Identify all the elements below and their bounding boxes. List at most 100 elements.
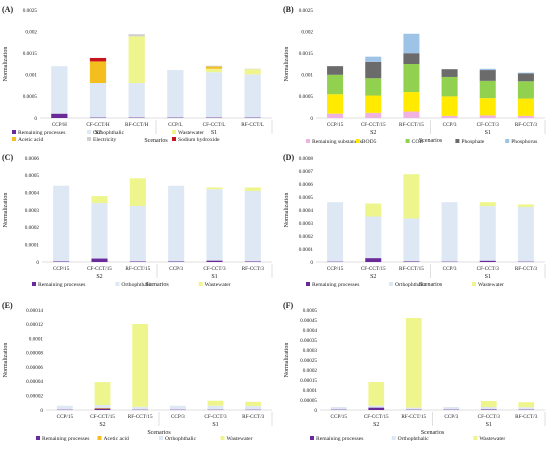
y-tick-label: 0.0002 bbox=[299, 234, 314, 240]
bar-segment bbox=[403, 111, 420, 118]
bar-segment bbox=[53, 185, 70, 262]
bar-segment bbox=[132, 323, 149, 407]
y-tick-label: 0.0003 bbox=[299, 221, 314, 227]
bar-segment bbox=[517, 98, 534, 116]
bar-segment bbox=[245, 401, 262, 407]
bar-segment bbox=[129, 178, 146, 207]
legend-label: Orthophthalic bbox=[165, 436, 197, 442]
legend-swatch bbox=[12, 137, 16, 141]
legend-swatch bbox=[391, 436, 396, 440]
bar-segment bbox=[403, 64, 420, 93]
bar-segment bbox=[129, 206, 146, 262]
x-axis-title: Scenarios bbox=[421, 430, 445, 436]
bar-segment bbox=[405, 407, 422, 410]
legend-label: Remaining processes bbox=[42, 436, 89, 442]
x-tick-label: CCP/3 bbox=[443, 266, 457, 272]
panel-label: (F) bbox=[283, 301, 294, 310]
bar-segment bbox=[479, 260, 496, 262]
bar-segment bbox=[403, 33, 420, 54]
y-tick-label: 0.00005 bbox=[300, 398, 317, 404]
legend-label: Remaining processes bbox=[312, 282, 359, 288]
x-tick-label: CCP/15 bbox=[327, 266, 344, 272]
bar-segment bbox=[205, 68, 223, 73]
bar-segment bbox=[365, 203, 382, 217]
bar-segment bbox=[51, 66, 68, 114]
bar-segment bbox=[327, 66, 344, 75]
bar-segment bbox=[207, 400, 224, 406]
y-tick-label: 0.0003 bbox=[303, 348, 318, 354]
bar-segment bbox=[89, 57, 107, 62]
y-tick-label: 0.0004 bbox=[299, 208, 314, 214]
chart-panel: (D) 0 0.0001 0.0002 0.0003 0.0004 0.0005 0.0006… bbox=[283, 153, 546, 288]
chart-panel: (E) 0 0.00002 0.00004 0.00006 0.00008 0.0001 0.… bbox=[2, 301, 273, 442]
bar-segment bbox=[479, 206, 496, 261]
group-label: S1 bbox=[211, 274, 217, 280]
x-tick-label: CCP/3 bbox=[169, 266, 183, 272]
x-tick-label: CF-CCT/3 bbox=[477, 266, 500, 272]
legend-swatch bbox=[355, 139, 360, 143]
bar-segment bbox=[405, 318, 422, 408]
x-tick-label: CF-CCT/15 bbox=[361, 122, 386, 128]
x-tick-label: CCP/3 bbox=[443, 122, 457, 128]
bar-segment bbox=[244, 69, 261, 75]
bar-segment bbox=[480, 409, 497, 410]
bar-segment bbox=[403, 92, 420, 112]
bar-segment bbox=[327, 202, 344, 262]
x-tick-label: CF-CCT/3 bbox=[478, 414, 501, 420]
bar-segment bbox=[56, 405, 73, 410]
y-tick-label: 0.0004 bbox=[303, 328, 318, 334]
legend-swatch bbox=[473, 436, 478, 440]
y-tick-label: 0.00045 bbox=[300, 318, 317, 324]
bar-segment bbox=[91, 203, 108, 259]
y-tick-label: 0.0004 bbox=[25, 190, 40, 196]
bar-segment bbox=[91, 258, 108, 262]
bar-segment bbox=[129, 261, 146, 262]
y-tick-label: 0 bbox=[34, 116, 37, 122]
bar-segment bbox=[365, 258, 382, 262]
x-tick-label: RF-CCT/L bbox=[241, 122, 264, 128]
legend-swatch bbox=[115, 282, 120, 286]
bar-segment bbox=[403, 53, 420, 64]
bar-segment bbox=[244, 74, 261, 118]
legend-swatch bbox=[87, 137, 91, 141]
bar-segment bbox=[479, 115, 496, 118]
y-tick-label: 0 bbox=[310, 260, 313, 266]
y-tick-label: 0.0015 bbox=[23, 51, 38, 57]
legend-label: Orthophthalic bbox=[398, 436, 430, 442]
y-tick-label: 0.00004 bbox=[26, 379, 43, 385]
legend-swatch bbox=[472, 282, 476, 286]
x-tick-label: CF-CCT/3 bbox=[203, 266, 226, 272]
bar-segment bbox=[206, 260, 223, 262]
legend-label: Sodium hydroxide bbox=[178, 137, 220, 143]
legend-label: Acetic acid bbox=[18, 137, 44, 143]
y-tick-label: 0.0025 bbox=[299, 8, 314, 14]
legend-swatch bbox=[310, 436, 314, 440]
x-tick-label: CCP/H bbox=[52, 122, 67, 128]
legend-label: Remaining substances bbox=[312, 139, 362, 145]
bar-segment bbox=[51, 113, 68, 118]
legend-label: Orthophthalic bbox=[93, 130, 125, 136]
y-tick-label: 0.0006 bbox=[299, 182, 314, 188]
bar-segment bbox=[53, 261, 70, 262]
y-tick-label: 0.00002 bbox=[26, 394, 43, 400]
bar-segment bbox=[403, 218, 420, 262]
bar-segment bbox=[327, 74, 344, 95]
x-tick-label: CF-CCT/15 bbox=[361, 266, 386, 272]
bar-segment bbox=[94, 405, 111, 408]
legend-swatch bbox=[172, 130, 176, 134]
bar-segment bbox=[479, 98, 496, 116]
y-tick-label: 0.0001 bbox=[25, 242, 40, 248]
y-tick-label: 0.0001 bbox=[29, 336, 44, 342]
x-tick-label: CF-CCT/15 bbox=[87, 266, 112, 272]
legend-label: Wastewater bbox=[479, 436, 505, 442]
x-tick-label: CF-CCT/3 bbox=[477, 122, 500, 128]
x-axis-title: Scenarios bbox=[419, 282, 443, 288]
x-tick-label: RF-CCT/15 bbox=[399, 266, 424, 272]
y-tick-label: 0 bbox=[314, 408, 317, 414]
bar-segment bbox=[365, 78, 382, 96]
y-tick-label: 0.002 bbox=[25, 29, 37, 35]
bar-segment bbox=[132, 406, 149, 410]
x-axis-title: Scenarios bbox=[147, 430, 171, 436]
y-tick-label: 0.002 bbox=[301, 29, 313, 35]
legend-label: Orthophthalic bbox=[395, 282, 427, 288]
